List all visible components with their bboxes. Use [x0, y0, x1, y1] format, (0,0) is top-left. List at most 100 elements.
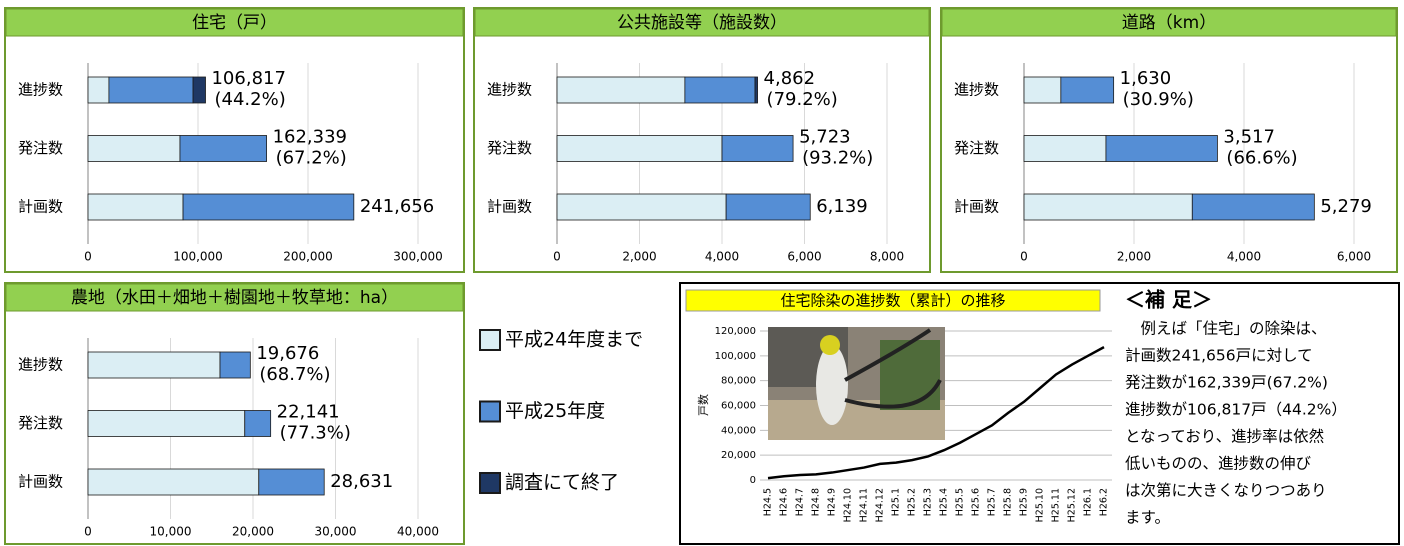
data-label: 28,631	[330, 471, 393, 492]
data-label: 162,339	[273, 127, 347, 148]
x-tick-label: H25.5	[955, 488, 966, 516]
data-label: 106,817	[211, 68, 285, 89]
x-tick-label: H24.12	[875, 488, 886, 522]
category-label: 計画数	[487, 198, 532, 216]
bar-segment	[87, 193, 184, 221]
y-tick-label: 20,000	[721, 450, 756, 461]
x-tick-label: 6,000	[787, 250, 821, 264]
line-series	[767, 346, 1105, 480]
data-label: (68.7%)	[259, 364, 330, 385]
data-label: (66.6%)	[1226, 148, 1297, 169]
x-tick-label: 0	[84, 525, 92, 539]
category-label: 発注数	[954, 139, 999, 157]
y-tick-label: 80,000	[721, 376, 756, 387]
bar-segment	[87, 76, 110, 104]
data-label: 3,517	[1223, 127, 1275, 148]
x-tick-label: H24.5	[763, 488, 774, 516]
category-label: 計画数	[18, 198, 63, 216]
bar-segment	[179, 135, 267, 162]
bar-segment	[556, 135, 723, 162]
x-tick-label: 100,000	[173, 250, 223, 264]
panel-title: 公共施設等（施設数）	[617, 13, 787, 33]
x-tick-label: H25.11	[1051, 488, 1062, 522]
bar-segment	[1023, 135, 1107, 162]
x-tick-label: 6,000	[1337, 250, 1371, 264]
x-tick-label: 10,000	[150, 525, 192, 539]
data-label: (30.9%)	[1123, 89, 1194, 110]
data-label: 1,630	[1120, 68, 1172, 89]
data-label: 4,862	[764, 68, 816, 89]
legend-swatch	[479, 329, 501, 351]
x-tick-label: H24.10	[843, 488, 854, 522]
x-tick-label: H25.3	[923, 488, 934, 516]
note-line: 例えば「住宅」の除染は、	[1125, 320, 1327, 338]
note-line: は次第に大きくなりつつあり	[1125, 482, 1327, 500]
bar-segment	[87, 410, 246, 437]
bar-segment	[192, 76, 206, 104]
x-tick-label: H24.9	[827, 488, 838, 516]
line-title: 住宅除染の進捗数（累計）の推移	[780, 292, 1005, 310]
legend-swatch	[479, 400, 501, 423]
bar-segment	[219, 351, 251, 379]
y-tick-label: 0	[750, 475, 756, 486]
note-line: 低いものの、進捗数の伸び	[1125, 455, 1312, 473]
panel-header	[474, 8, 930, 37]
x-tick-label: H25.1	[891, 488, 902, 516]
x-tick-label: H25.7	[987, 488, 998, 516]
bar-segment	[1105, 135, 1218, 162]
y-tick-label: 40,000	[721, 425, 756, 436]
x-tick-label: H25.4	[939, 488, 950, 516]
x-tick-label: 20,000	[232, 525, 274, 539]
x-tick-label: H24.7	[795, 488, 806, 516]
category-label: 発注数	[487, 139, 532, 157]
x-tick-label: 0	[1020, 250, 1028, 264]
x-tick-label: 8,000	[870, 250, 904, 264]
y-tick-label: 60,000	[721, 401, 756, 412]
legend-label: 調査にて終了	[505, 472, 619, 494]
data-label: (79.2%)	[767, 89, 838, 110]
bar-segment	[87, 468, 260, 496]
bar-segment	[87, 351, 221, 379]
x-tick-label: H24.6	[779, 488, 790, 516]
data-label: 19,676	[256, 343, 319, 364]
category-label: 進捗数	[18, 356, 63, 374]
bar-segment	[754, 76, 758, 104]
line-title-band	[685, 289, 1101, 312]
data-label: (67.2%)	[276, 148, 347, 169]
legend-label: 平成24年度まで	[505, 329, 643, 351]
data-label: 6,139	[816, 196, 868, 217]
photo-plant	[880, 340, 940, 410]
data-label: 22,141	[277, 402, 340, 423]
bar-segment	[108, 76, 194, 104]
note-line: 計画数241,656戸に対して	[1125, 347, 1313, 365]
category-label: 計画数	[18, 473, 63, 491]
note-line: となっており、進捗率は依然	[1125, 428, 1324, 446]
bar-segment	[258, 468, 325, 496]
photo-worker	[816, 345, 848, 425]
bar-segment	[556, 193, 727, 221]
x-tick-label: H26.2	[1099, 488, 1110, 516]
data-label: (44.2%)	[214, 89, 285, 110]
panel-header	[5, 283, 464, 312]
x-tick-label: 2,000	[622, 250, 656, 264]
y-axis-label: 戸数	[697, 394, 710, 416]
category-label: 発注数	[18, 414, 63, 432]
note-line: 発注数が162,339戸(67.2%)	[1125, 374, 1328, 392]
note-line: ます。	[1125, 509, 1170, 527]
panel-title: 農地（水田＋畑地＋樹園地＋牧草地：ha）	[71, 288, 398, 308]
x-tick-label: H25.10	[1035, 488, 1046, 522]
bar-segment	[244, 410, 272, 437]
x-tick-label: 300,000	[393, 250, 443, 264]
y-tick-label: 100,000	[715, 351, 756, 362]
bar-segment	[1023, 76, 1062, 104]
y-tick-label: 120,000	[715, 326, 756, 337]
note-title: ＜補 足＞	[1125, 288, 1212, 312]
photo	[768, 327, 945, 440]
category-label: 進捗数	[487, 81, 532, 99]
x-tick-label: H25.9	[1019, 488, 1030, 516]
x-tick-label: 0	[553, 250, 561, 264]
x-tick-label: 4,000	[1227, 250, 1261, 264]
photo-helmet	[820, 335, 840, 355]
